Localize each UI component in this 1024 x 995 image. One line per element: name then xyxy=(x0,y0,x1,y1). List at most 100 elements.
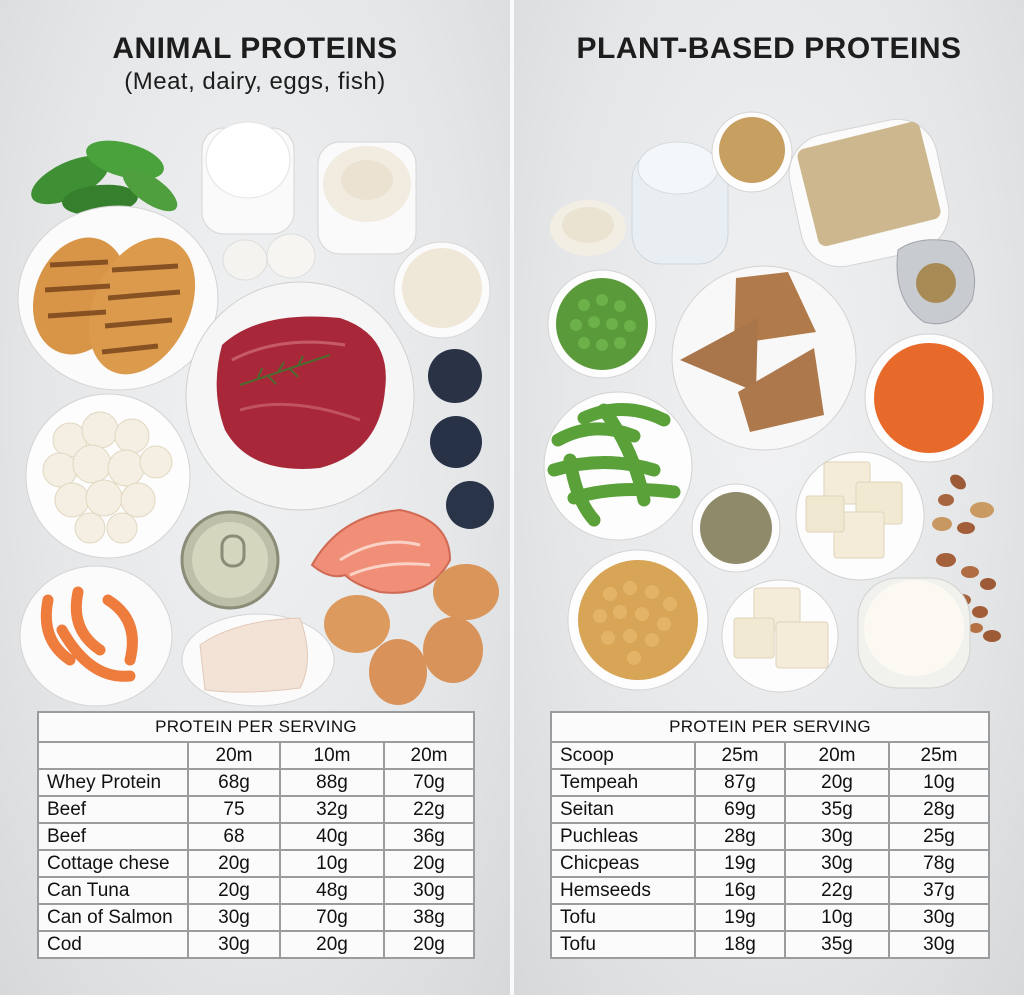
protein-value: 30g xyxy=(187,903,281,932)
column-header: 20m xyxy=(784,741,890,770)
spinach-leaves xyxy=(31,140,178,216)
protein-value: 30g xyxy=(784,849,890,878)
protein-value: 18g xyxy=(694,930,786,959)
foil-seed-pouch xyxy=(896,239,976,325)
soy-milk-glass xyxy=(857,577,971,689)
protein-value: 70g xyxy=(279,903,385,932)
plant-proteins-panel: PLANT-BASED PROTEINS xyxy=(514,0,1024,995)
tofu-plate xyxy=(721,579,839,693)
table-row: Chicpeas 19g 30g 78g xyxy=(550,849,990,878)
table-row: Beef 75 32g 22g xyxy=(37,795,475,824)
protein-value: 30g xyxy=(888,930,990,959)
seitan-plate xyxy=(671,265,857,451)
food-name: Cottage chese xyxy=(37,849,189,878)
animal-protein-table: PROTEIN PER SERVING 20m 10m 20m Whey Pro… xyxy=(37,711,475,959)
plant-proteins-title: PLANT-BASED PROTEINS xyxy=(576,32,962,65)
protein-value: 19g xyxy=(694,849,786,878)
food-name: Can Tuna xyxy=(37,876,189,905)
table-row: Tofu 19g 10g 30g xyxy=(550,903,990,932)
protein-value: 22g xyxy=(383,795,475,824)
blueberries xyxy=(428,349,494,529)
food-name: Cod xyxy=(37,930,189,959)
tofu-bowl xyxy=(795,451,925,581)
protein-value: 78g xyxy=(888,849,990,878)
whey-powder-cup xyxy=(317,141,417,255)
protein-value: 10g xyxy=(888,768,990,797)
animal-proteins-panel: ANIMAL PROTEINS (Meat, dairy, eggs, fish… xyxy=(0,0,510,995)
shrimp-plate xyxy=(19,565,173,707)
protein-value: 32g xyxy=(279,795,385,824)
plant-protein-table: PROTEIN PER SERVING Scoop 25m 20m 25m Te… xyxy=(550,711,990,959)
food-name: Hemseeds xyxy=(550,876,696,905)
protein-value: 28g xyxy=(888,795,990,824)
food-name: Tempeah xyxy=(550,768,696,797)
tempeh-plate xyxy=(788,118,950,268)
table-caption: PROTEIN PER SERVING xyxy=(37,711,475,743)
cod-plate xyxy=(181,613,335,707)
protein-value: 68g xyxy=(187,768,281,797)
protein-value: 30g xyxy=(888,903,990,932)
animal-food-illustration xyxy=(17,121,499,707)
food-name: Beef xyxy=(37,822,189,851)
protein-value: 40g xyxy=(279,822,385,851)
table-row: Cod 30g 20g 20g xyxy=(37,930,475,959)
food-name: Puchleas xyxy=(550,822,696,851)
protein-value: 19g xyxy=(694,903,786,932)
hemp-seeds-bowl xyxy=(691,483,781,573)
table-row: Cottage chese 20g 10g 20g xyxy=(37,849,475,878)
table-row: Whey Protein 68g 88g 70g xyxy=(37,768,475,797)
column-header: 20m xyxy=(187,741,281,770)
protein-value: 10g xyxy=(784,903,890,932)
protein-value: 20g xyxy=(187,849,281,878)
food-name: Tofu xyxy=(550,903,696,932)
table-row: Beef 68 40g 36g xyxy=(37,822,475,851)
protein-value: 88g xyxy=(279,768,385,797)
food-name: Tofu xyxy=(550,930,696,959)
table-row: Can of Salmon 30g 70g 38g xyxy=(37,903,475,932)
brown-eggs xyxy=(324,564,499,705)
protein-value: 48g xyxy=(279,876,385,905)
salmon-steak xyxy=(310,508,452,594)
protein-value: 20g xyxy=(383,930,475,959)
water-glass xyxy=(631,141,729,265)
column-header: 20m xyxy=(383,741,475,770)
protein-value: 35g xyxy=(784,795,890,824)
protein-value: 16g xyxy=(694,876,786,905)
edamame-bowl xyxy=(543,391,693,541)
food-name: Seitan xyxy=(550,795,696,824)
protein-value: 87g xyxy=(694,768,786,797)
protein-value: 37g xyxy=(888,876,990,905)
animal-proteins-subtitle: (Meat, dairy, eggs, fish) xyxy=(124,68,386,95)
cauliflower-bowl xyxy=(25,393,191,559)
table-header-row: Scoop 25m 20m 25m xyxy=(550,741,990,770)
protein-value: 25g xyxy=(888,822,990,851)
eggs-white xyxy=(222,233,316,281)
protein-value: 20g xyxy=(187,876,281,905)
table-row: Tofu 18g 35g 30g xyxy=(550,930,990,959)
food-name: Beef xyxy=(37,795,189,824)
table-row: Hemseeds 16g 22g 37g xyxy=(550,876,990,905)
protein-value: 30g xyxy=(383,876,475,905)
plant-food-illustration xyxy=(543,111,1001,693)
almonds xyxy=(932,474,1001,642)
protein-value: 22g xyxy=(784,876,890,905)
column-header: 10m xyxy=(279,741,385,770)
protein-value: 20g xyxy=(383,849,475,878)
protein-value: 20g xyxy=(784,768,890,797)
flour-ramekin xyxy=(393,241,491,339)
grilled-chicken-plate xyxy=(17,205,219,391)
table-row: Can Tuna 20g 48g 30g xyxy=(37,876,475,905)
green-peas-bowl xyxy=(547,269,657,379)
table-row: Tempeah 87g 20g 10g xyxy=(550,768,990,797)
protein-value: 69g xyxy=(694,795,786,824)
food-name: Whey Protein xyxy=(37,768,189,797)
yogurt-cup xyxy=(201,121,295,235)
protein-value: 68 xyxy=(187,822,281,851)
protein-value: 10g xyxy=(279,849,385,878)
column-header: 25m xyxy=(888,741,990,770)
table-row: Puchleas 28g 30g 25g xyxy=(550,822,990,851)
steak-plate xyxy=(185,281,415,511)
protein-value: 70g xyxy=(383,768,475,797)
animal-proteins-title: ANIMAL PROTEINS xyxy=(112,32,398,65)
column-header xyxy=(37,741,189,770)
